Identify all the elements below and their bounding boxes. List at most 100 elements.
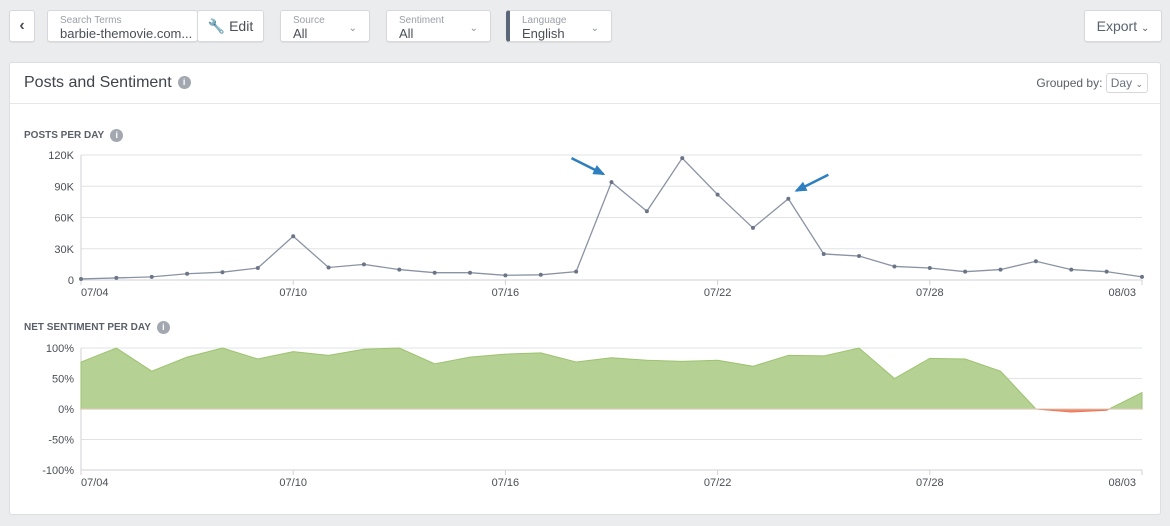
- info-icon[interactable]: i: [156, 321, 170, 334]
- grouped-by-label: Grouped by:: [1036, 76, 1103, 90]
- posts-data-point: [609, 180, 614, 185]
- sentiment-data-point: [646, 359, 648, 361]
- sentiment-data-point: [186, 356, 188, 358]
- source-dropdown[interactable]: Source All ⌄: [280, 10, 370, 42]
- sentiment-x-tick: 07/04: [81, 477, 109, 489]
- posts-y-tick: 120K: [48, 150, 74, 162]
- sentiment-value: All: [399, 26, 414, 41]
- sentiment-data-point: [257, 358, 259, 360]
- sentiment-chart-title-text: NET SENTIMENT PER DAY: [24, 322, 151, 334]
- sentiment-data-point: [611, 357, 613, 359]
- posts-data-point: [114, 275, 119, 280]
- posts-data-point: [149, 274, 154, 279]
- language-dropdown[interactable]: Language English ⌄: [506, 10, 612, 42]
- annotation-arrow-head-icon: [592, 165, 606, 175]
- sentiment-x-tick: 07/16: [492, 477, 520, 489]
- posts-data-point: [644, 209, 649, 214]
- sentiment-x-tick: 07/10: [279, 477, 307, 489]
- sentiment-x-tick: 07/22: [704, 477, 732, 489]
- language-label: Language: [522, 15, 567, 26]
- posts-y-tick: 60K: [54, 213, 74, 225]
- posts-y-tick: 0: [68, 275, 74, 287]
- sentiment-data-point: [151, 370, 153, 372]
- export-label: Export: [1096, 18, 1138, 34]
- posts-chart-title: POSTS PER DAY i: [24, 129, 124, 142]
- language-value: English: [522, 26, 565, 41]
- info-icon[interactable]: i: [177, 76, 191, 90]
- sentiment-data-point: [1141, 392, 1143, 394]
- sentiment-data-point: [858, 347, 860, 349]
- sentiment-dropdown[interactable]: Sentiment All ⌄: [386, 10, 491, 42]
- sentiment-data-point: [222, 347, 224, 349]
- posts-chart-title-text: POSTS PER DAY: [24, 130, 105, 142]
- chevron-left-icon: ‹: [19, 17, 25, 34]
- posts-x-tick: 07/22: [704, 287, 732, 299]
- posts-x-tick: 07/16: [492, 287, 520, 299]
- sentiment-x-tick: 08/03: [1108, 477, 1136, 489]
- posts-data-point: [680, 156, 685, 161]
- posts-data-point: [1033, 259, 1038, 264]
- posts-data-point: [397, 267, 402, 272]
- posts-data-point: [857, 254, 862, 259]
- posts-data-point: [715, 192, 720, 197]
- sentiment-data-point: [292, 351, 294, 353]
- sentiment-data-point: [469, 356, 471, 358]
- sentiment-data-point: [929, 358, 931, 360]
- chevron-down-icon: ⌄: [1140, 23, 1150, 34]
- edit-button[interactable]: 🔧 Edit: [197, 10, 264, 42]
- sentiment-y-tick: 50%: [52, 374, 74, 386]
- posts-y-tick: 30K: [54, 244, 74, 256]
- posts-data-point: [786, 196, 791, 201]
- grouped-by-dropdown[interactable]: Day ⌄: [1105, 73, 1148, 93]
- posts-data-point: [963, 269, 968, 274]
- info-icon[interactable]: i: [110, 129, 124, 142]
- posts-data-point: [255, 266, 260, 271]
- posts-data-point: [821, 251, 826, 256]
- sentiment-data-point: [434, 363, 436, 365]
- grouped-by-value: Day: [1110, 76, 1133, 90]
- sentiment-y-tick: 100%: [46, 343, 74, 355]
- posts-data-point: [503, 273, 508, 278]
- posts-data-point: [220, 270, 225, 275]
- posts-data-point: [538, 272, 543, 277]
- chevron-down-icon: ⌄: [590, 23, 599, 34]
- card-title-text: Posts and Sentiment: [24, 74, 172, 91]
- sentiment-data-point: [399, 347, 401, 349]
- posts-data-point: [326, 265, 331, 270]
- sentiment-chart-title: NET SENTIMENT PER DAY i: [24, 321, 170, 334]
- wrench-icon: 🔧: [207, 18, 226, 34]
- sentiment-data-point: [894, 378, 896, 380]
- source-value: All: [293, 26, 308, 41]
- sentiment-x-tick: 07/28: [916, 477, 944, 489]
- sentiment-label: Sentiment: [399, 15, 445, 26]
- posts-data-point: [1069, 267, 1074, 272]
- posts-data-point: [998, 267, 1003, 272]
- chevron-down-icon: ⌄: [348, 23, 357, 34]
- posts-x-tick: 07/28: [916, 287, 944, 299]
- posts-data-point: [291, 234, 296, 239]
- posts-data-point: [361, 262, 366, 267]
- search-terms-label: Search Terms: [60, 15, 122, 26]
- posts-series-line: [80, 157, 1143, 280]
- posts-data-point: [468, 270, 473, 275]
- posts-data-point: [1104, 269, 1109, 274]
- chevron-down-icon: ⌄: [1135, 79, 1143, 89]
- search-terms-field[interactable]: Search Terms barbie-themovie.com...: [47, 10, 198, 42]
- posts-data-point: [1140, 274, 1144, 279]
- sentiment-data-point: [681, 361, 683, 363]
- edit-label: Edit: [229, 18, 254, 34]
- sentiment-data-point: [116, 347, 118, 349]
- annotation-arrow-head-icon: [794, 181, 808, 192]
- sentiment-data-point: [505, 353, 507, 355]
- posts-data-point: [185, 271, 190, 276]
- sentiment-data-point: [964, 358, 966, 360]
- back-button[interactable]: ‹: [9, 10, 35, 42]
- card-title: Posts and Sentiment i: [24, 74, 191, 92]
- sentiment-data-point: [1106, 409, 1108, 411]
- sentiment-data-point: [1000, 370, 1002, 372]
- posts-x-tick: 07/10: [279, 287, 307, 299]
- posts-y-tick: 90K: [54, 181, 74, 193]
- header-divider: [10, 103, 1160, 104]
- export-button[interactable]: Export ⌄: [1084, 10, 1162, 42]
